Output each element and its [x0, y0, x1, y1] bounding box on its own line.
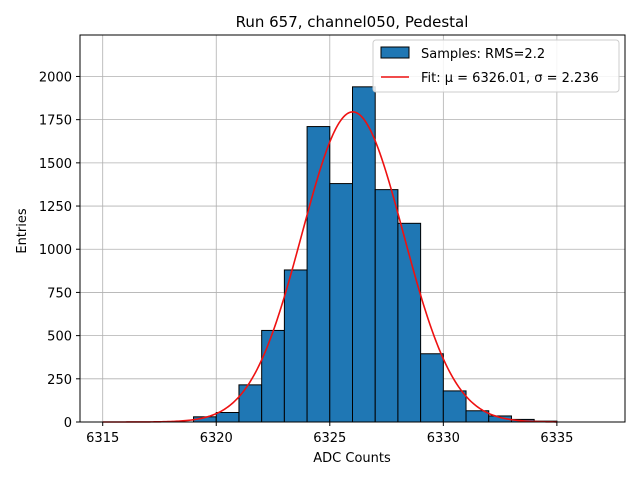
y-tick-label: 1500 — [39, 157, 72, 172]
y-tick-label: 500 — [47, 330, 72, 345]
gaussian-fit-curve — [102, 111, 557, 423]
legend: Samples: RMS=2.2 Fit: μ = 6326.01, σ = 2… — [372, 39, 620, 93]
x-tick-label: 6320 — [200, 431, 233, 446]
histogram-bar — [306, 126, 331, 423]
legend-bar-swatch — [380, 46, 410, 59]
x-tick-label: 6330 — [427, 431, 460, 446]
legend-label-fit: Fit: μ = 6326.01, σ = 2.236 — [421, 71, 599, 86]
y-tick-label: 0 — [64, 416, 72, 431]
x-tick-label: 6315 — [86, 431, 119, 446]
x-tick-label: 6335 — [540, 431, 573, 446]
y-tick-label: 1750 — [39, 114, 72, 129]
legend-label-samples: Samples: RMS=2.2 — [421, 47, 545, 62]
x-axis-label: ADC Counts — [313, 451, 391, 466]
histogram-bar — [374, 189, 399, 423]
chart-title: Run 657, channel050, Pedestal — [236, 13, 469, 31]
histogram-bar — [420, 353, 444, 423]
x-axis-ticks: 6315 6320 6325 6330 6335 — [86, 422, 573, 446]
y-tick-label: 2000 — [39, 70, 72, 85]
y-tick-label: 1250 — [39, 200, 72, 215]
histogram-bar — [329, 183, 353, 423]
legend-box — [372, 39, 620, 93]
x-tick-label: 6325 — [313, 431, 346, 446]
y-tick-label: 250 — [47, 373, 72, 388]
histogram-bar — [215, 411, 240, 423]
histogram-bar — [283, 269, 308, 423]
y-axis-label: Entries — [15, 208, 30, 254]
plot-area-frame — [79, 34, 626, 423]
y-tick-label: 1000 — [39, 243, 72, 258]
y-axis-ticks: 0 250 500 750 1000 1250 1500 1750 2000 — [39, 70, 80, 431]
y-tick-label: 750 — [47, 286, 72, 301]
histogram-bar — [352, 86, 376, 423]
histogram-bar — [261, 329, 285, 423]
histogram-bar — [442, 390, 467, 423]
histogram-bars — [193, 86, 558, 423]
histogram-bar — [238, 384, 263, 423]
